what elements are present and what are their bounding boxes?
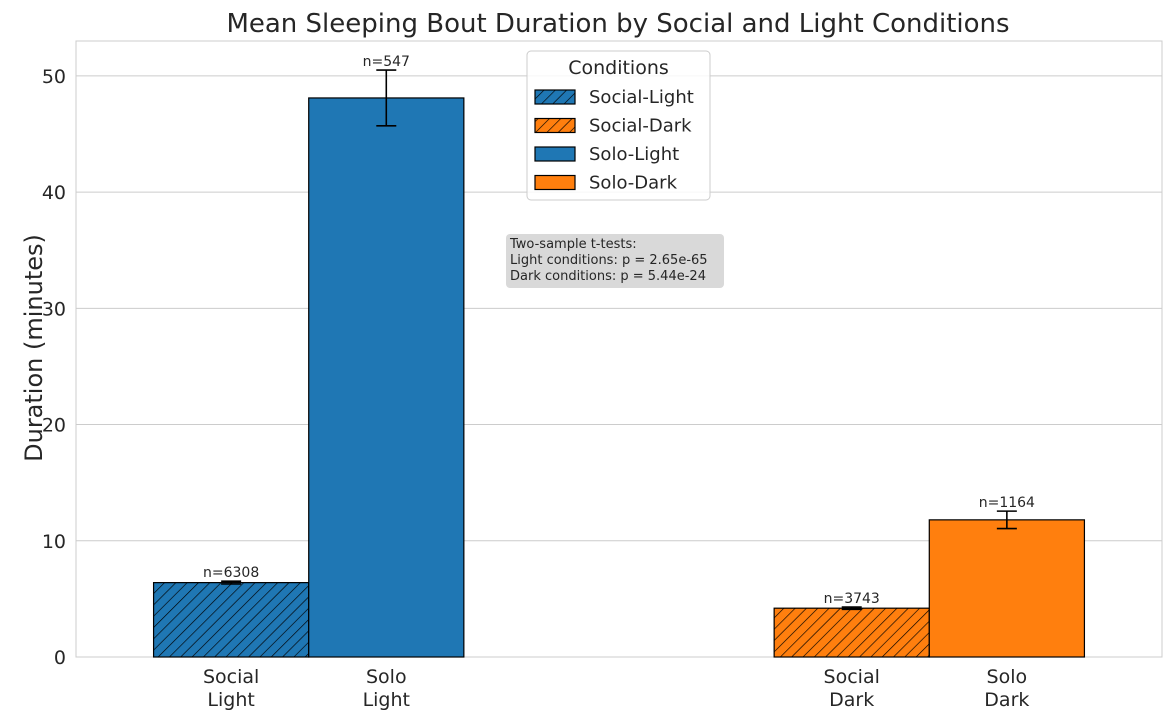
chart-title: Mean Sleeping Bout Duration by Social an…: [226, 9, 1009, 39]
bar-hatch: [153, 582, 309, 657]
y-tick-label: 20: [42, 415, 66, 437]
stats-line: Dark conditions: p = 5.44e-24: [510, 269, 706, 284]
legend-swatch-outline: [534, 89, 576, 105]
legend-entry-solo-dark: Solo-Dark: [534, 173, 678, 194]
y-tick-label: 10: [42, 531, 66, 553]
legend-box: [526, 50, 711, 201]
x-tick-label: Social Light: [203, 666, 259, 711]
legend-entry-social-light: Social-Light: [534, 87, 694, 108]
legend-swatch-outline: [534, 146, 576, 162]
stats-line: Light conditions: p = 2.65e-65: [510, 253, 708, 268]
bar-social-light: n=6308: [152, 565, 310, 658]
bar-solo-dark: n=1164: [928, 495, 1086, 658]
legend-swatch-hatch: [535, 90, 575, 104]
y-axis-label: Duration (minutes): [20, 234, 48, 462]
plot-frame: [75, 40, 1163, 658]
legend-swatch-outline: [534, 174, 576, 191]
legend-entry-social-dark: Social-Dark: [534, 116, 692, 137]
x-tick-label: Solo Dark: [984, 666, 1029, 711]
n-label: n=3743: [824, 591, 880, 607]
legend-entry-solo-light: Solo-Light: [534, 144, 679, 165]
y-tick-label: 30: [42, 298, 66, 320]
stats-annotation: Two-sample t-tests:Light conditions: p =…: [506, 234, 724, 288]
y-tick-label: 0: [54, 647, 66, 669]
legend-label: Solo-Dark: [589, 173, 678, 194]
legend-title: Conditions: [568, 57, 669, 79]
n-label: n=547: [363, 54, 410, 70]
legend-label: Social-Dark: [589, 116, 692, 137]
legend-swatch-outline: [534, 117, 576, 134]
legend: Conditions Social-Light Social-Dark Solo-Li…: [526, 50, 711, 201]
n-label: n=1164: [979, 495, 1035, 511]
bar-solo-light: n=547: [308, 54, 465, 658]
bar-hatch: [774, 608, 930, 657]
stats-line: Two-sample t-tests:: [509, 237, 637, 252]
stats-box-bg: [506, 234, 724, 288]
y-tick-label: 50: [42, 66, 66, 88]
legend-label: Social-Light: [589, 87, 694, 108]
bar-fill: [929, 519, 1085, 657]
bar-fill: [308, 97, 464, 658]
legend-label: Solo-Light: [589, 144, 679, 165]
x-tick-label: Social Dark: [824, 666, 880, 711]
bar-social-dark: n=3743: [773, 591, 930, 658]
x-tick-label: Solo Light: [363, 666, 410, 711]
y-tick-label: 40: [42, 182, 66, 204]
legend-swatch: [535, 147, 575, 161]
legend-swatch-hatch: [535, 118, 575, 133]
legend-swatch: [535, 175, 575, 190]
n-label: n=6308: [203, 565, 259, 581]
